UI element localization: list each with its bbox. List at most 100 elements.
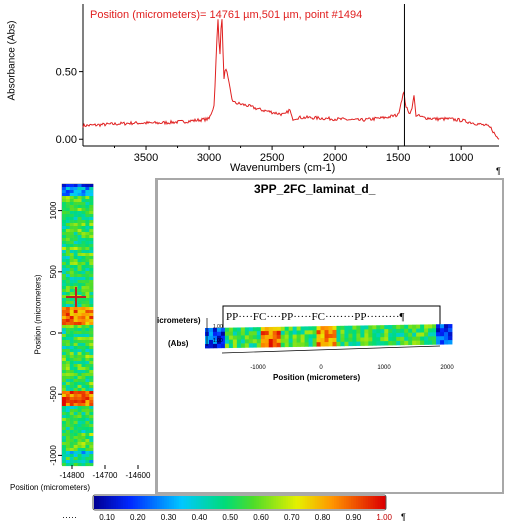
map-pixel (77, 256, 82, 260)
map-pixel (85, 238, 90, 242)
map-pixel (77, 220, 82, 224)
colorbar-segment (365, 496, 369, 509)
map-pixel (73, 310, 78, 314)
map-pixel (81, 397, 86, 401)
map-pixel (77, 364, 82, 368)
map-pixel (73, 340, 78, 344)
map-pixel (73, 244, 78, 248)
map-pixel (89, 232, 94, 236)
colorbar-segment (295, 496, 299, 509)
map-pixel (62, 343, 66, 347)
map-pixel (73, 337, 78, 341)
map-pixel (89, 331, 94, 335)
chemical-image-map[interactable]: 2000150010005000-500-1000-1500-14800-147… (0, 180, 155, 495)
map-pixel (85, 241, 90, 245)
map-pixel (85, 346, 90, 350)
map-pixel (85, 358, 90, 362)
map-pixel (81, 433, 86, 437)
map-pixel (85, 367, 90, 371)
map-pixel (85, 460, 90, 464)
map-pixel (65, 256, 70, 260)
map-pixel (77, 265, 82, 269)
map-pixel (65, 346, 70, 350)
colorbar-segment (181, 496, 185, 509)
spectrum-y-label: Absorbance (Abs) (6, 20, 18, 101)
map-pixel (89, 412, 94, 416)
map-pixel (69, 406, 74, 410)
spectrum-plot[interactable]: 0.50 0.00 3500 3000 2500 2000 1500 1000 (0, 0, 509, 178)
spectrum-x-tick-label: 3000 (197, 152, 221, 164)
map-pixel (81, 301, 86, 305)
map-pixel (65, 238, 70, 242)
colorbar-tick-label: 0.70 (284, 513, 300, 522)
map-pixel (77, 451, 82, 455)
map-pixel (69, 277, 74, 281)
map-pixel (77, 286, 82, 290)
map-pixel (89, 400, 94, 404)
map-pixel (73, 184, 78, 188)
map-pixel (65, 412, 70, 416)
map-pixel (89, 235, 94, 239)
map-pixel (89, 334, 94, 338)
map-pixel (73, 403, 78, 407)
colorbar-segment (123, 496, 127, 509)
colorbar-segment (220, 496, 224, 509)
map-y-label: Position (micrometers) (33, 274, 43, 355)
colorbar-segment (171, 496, 175, 509)
colorbar-tick-label: 0.50 (222, 513, 238, 522)
map-pixel (65, 241, 70, 245)
map-pixel (81, 376, 86, 380)
map-pixel (77, 337, 82, 341)
map-pixel (69, 355, 74, 359)
map-pixel (69, 232, 74, 236)
map-pixel (73, 226, 78, 230)
map-pixel (85, 439, 90, 443)
map-pixel (62, 298, 66, 302)
colorbar-segment (135, 496, 139, 509)
map-pixel (65, 406, 70, 410)
map-pixel (69, 331, 74, 335)
colorbar-dots: ····· (62, 512, 77, 522)
colorbar-segment (314, 496, 318, 509)
map-pixel (69, 313, 74, 317)
map-pixel (62, 385, 66, 389)
map-pixel (85, 361, 90, 365)
colorbar-gradient[interactable]: 0.10 0.20 0.30 0.40 0.50 0.60 0.70 0.80 0.90 1.00 (0, 494, 509, 524)
map-pixel (69, 418, 74, 422)
map-pixel (69, 358, 74, 362)
map-pixel (62, 235, 66, 239)
colorbar-segment (234, 496, 238, 509)
map-pixel (62, 415, 66, 419)
map-pixel (62, 199, 66, 203)
map-pixel (77, 388, 82, 392)
map-pixel (81, 283, 86, 287)
map-pixel (81, 235, 86, 239)
map-pixel (77, 412, 82, 416)
map-pixel (69, 346, 74, 350)
map-pixel (85, 235, 90, 239)
spectrum-x-tick-label: 2000 (323, 152, 347, 164)
map-pixel (65, 301, 70, 305)
map-pixel (77, 259, 82, 263)
map-pixel (62, 436, 66, 440)
map-pixel (89, 205, 94, 209)
map-pixel (65, 193, 70, 197)
map-pixel (69, 274, 74, 278)
map-pixel (69, 397, 74, 401)
map-pixel (81, 436, 86, 440)
map-pixel (62, 346, 66, 350)
spectrum-x-tick-label: 1000 (449, 152, 473, 164)
colorbar-segment (239, 496, 243, 509)
colorbar-tick-label: 0.90 (346, 513, 362, 522)
map-pixel (77, 199, 82, 203)
map-pixel (89, 376, 94, 380)
map-pixel (81, 226, 86, 230)
map-pixel (81, 229, 86, 233)
colorbar: 0.10 0.20 0.30 0.40 0.50 0.60 0.70 0.80 0.90 1.00… (0, 494, 509, 524)
map-pixel (77, 208, 82, 212)
map-pixel (77, 292, 82, 296)
map-pixel (69, 268, 74, 272)
map-pixel (62, 412, 66, 416)
map-pixel (89, 289, 94, 293)
map-pixel (77, 442, 82, 446)
